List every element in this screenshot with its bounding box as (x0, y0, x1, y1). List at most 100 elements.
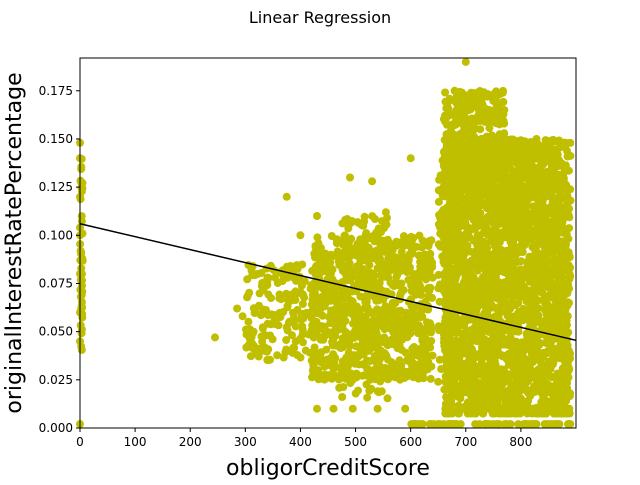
scatter-point (362, 380, 371, 389)
scatter-point (310, 278, 319, 287)
scatter-point (493, 100, 501, 109)
scatter-point (408, 344, 417, 353)
scatter-point (458, 260, 467, 269)
scatter-point (556, 220, 564, 229)
scatter-point (524, 295, 533, 304)
scatter-point (466, 397, 475, 406)
scatter-point (379, 268, 387, 277)
scatter-point (378, 217, 386, 226)
scatter-point (404, 241, 413, 249)
scatter-point (506, 290, 515, 299)
scatter-point (513, 139, 522, 148)
scatter-point (540, 182, 549, 191)
scatter-point (516, 409, 525, 418)
scatter-point (255, 289, 264, 298)
scatter-point (286, 262, 295, 270)
scatter-point (415, 251, 424, 260)
scatter-point (435, 355, 444, 364)
scatter-point (545, 218, 554, 227)
scatter-point (362, 337, 371, 346)
scatter-point (288, 331, 296, 340)
scatter-point (440, 334, 449, 343)
scatter-point (524, 397, 533, 405)
scatter-point (558, 369, 567, 378)
scatter-point (382, 259, 391, 268)
scatter-point (76, 321, 85, 330)
scatter-point (499, 86, 507, 95)
scatter-point (469, 273, 478, 282)
scatter-point (555, 420, 564, 429)
scatter-point (512, 272, 521, 281)
scatter-point (508, 386, 517, 395)
scatter-point (413, 363, 422, 372)
scatter-point (564, 211, 573, 219)
scatter-point (464, 223, 473, 232)
scatter-point (557, 182, 566, 191)
scatter-point (500, 119, 509, 128)
scatter-point (547, 204, 556, 213)
scatter-point (506, 267, 515, 276)
scatter-point (361, 314, 370, 323)
scatter-point (314, 375, 323, 384)
scatter-point (479, 237, 488, 246)
scatter-point (445, 199, 454, 208)
scatter-point (471, 420, 480, 429)
scatter-point (399, 327, 407, 336)
scatter-point (401, 308, 410, 317)
scatter-point (454, 153, 463, 161)
scatter-point (407, 302, 416, 310)
scatter-point (407, 250, 416, 258)
scatter-point (491, 409, 500, 418)
scatter-point (264, 311, 272, 320)
scatter-point (395, 240, 404, 249)
scatter-point (547, 272, 556, 281)
scatter-point (515, 307, 524, 316)
scatter-point (539, 393, 548, 402)
scatter-point (547, 232, 556, 240)
scatter-point (397, 370, 406, 379)
scatter-point (282, 192, 291, 201)
y-tick-label: 0.075 (39, 276, 73, 290)
scatter-point (528, 202, 537, 211)
scatter-point (348, 376, 357, 385)
scatter-point (264, 273, 273, 282)
scatter-point (545, 137, 553, 146)
scatter-point (565, 298, 573, 307)
scatter-point (370, 237, 379, 246)
scatter-point (452, 115, 461, 124)
scatter-point (453, 176, 462, 184)
scatter-point (273, 351, 282, 360)
scatter-point (446, 264, 455, 273)
scatter-point (565, 270, 574, 279)
scatter-point (359, 323, 368, 332)
scatter-point (383, 394, 392, 403)
scatter-point (282, 336, 291, 344)
scatter-point (527, 148, 536, 157)
scatter-point (445, 155, 453, 164)
scatter-point (508, 344, 517, 353)
scatter-point (535, 206, 543, 215)
y-tick-label: 0.100 (39, 228, 73, 242)
y-tick-label: 0.150 (39, 132, 73, 146)
scatter-point (329, 363, 338, 372)
scatter-point (523, 272, 532, 281)
scatter-point (495, 332, 504, 341)
scatter-point (458, 182, 467, 191)
scatter-point (487, 288, 496, 296)
scatter-point (517, 395, 526, 404)
scatter-point (442, 313, 450, 322)
scatter-point (473, 231, 482, 240)
scatter-point (366, 268, 375, 277)
scatter-point (547, 186, 555, 195)
x-tick-label: 300 (234, 435, 257, 449)
scatter-point (327, 306, 336, 315)
scatter-point (338, 249, 347, 257)
scatter-point (526, 217, 535, 226)
scatter-point (473, 219, 482, 227)
scatter-point (454, 340, 463, 349)
scatter-point (365, 261, 374, 270)
scatter-point (339, 383, 348, 391)
scatter-point (512, 353, 521, 362)
scatter-point (369, 316, 378, 325)
scatter-point (445, 396, 453, 405)
